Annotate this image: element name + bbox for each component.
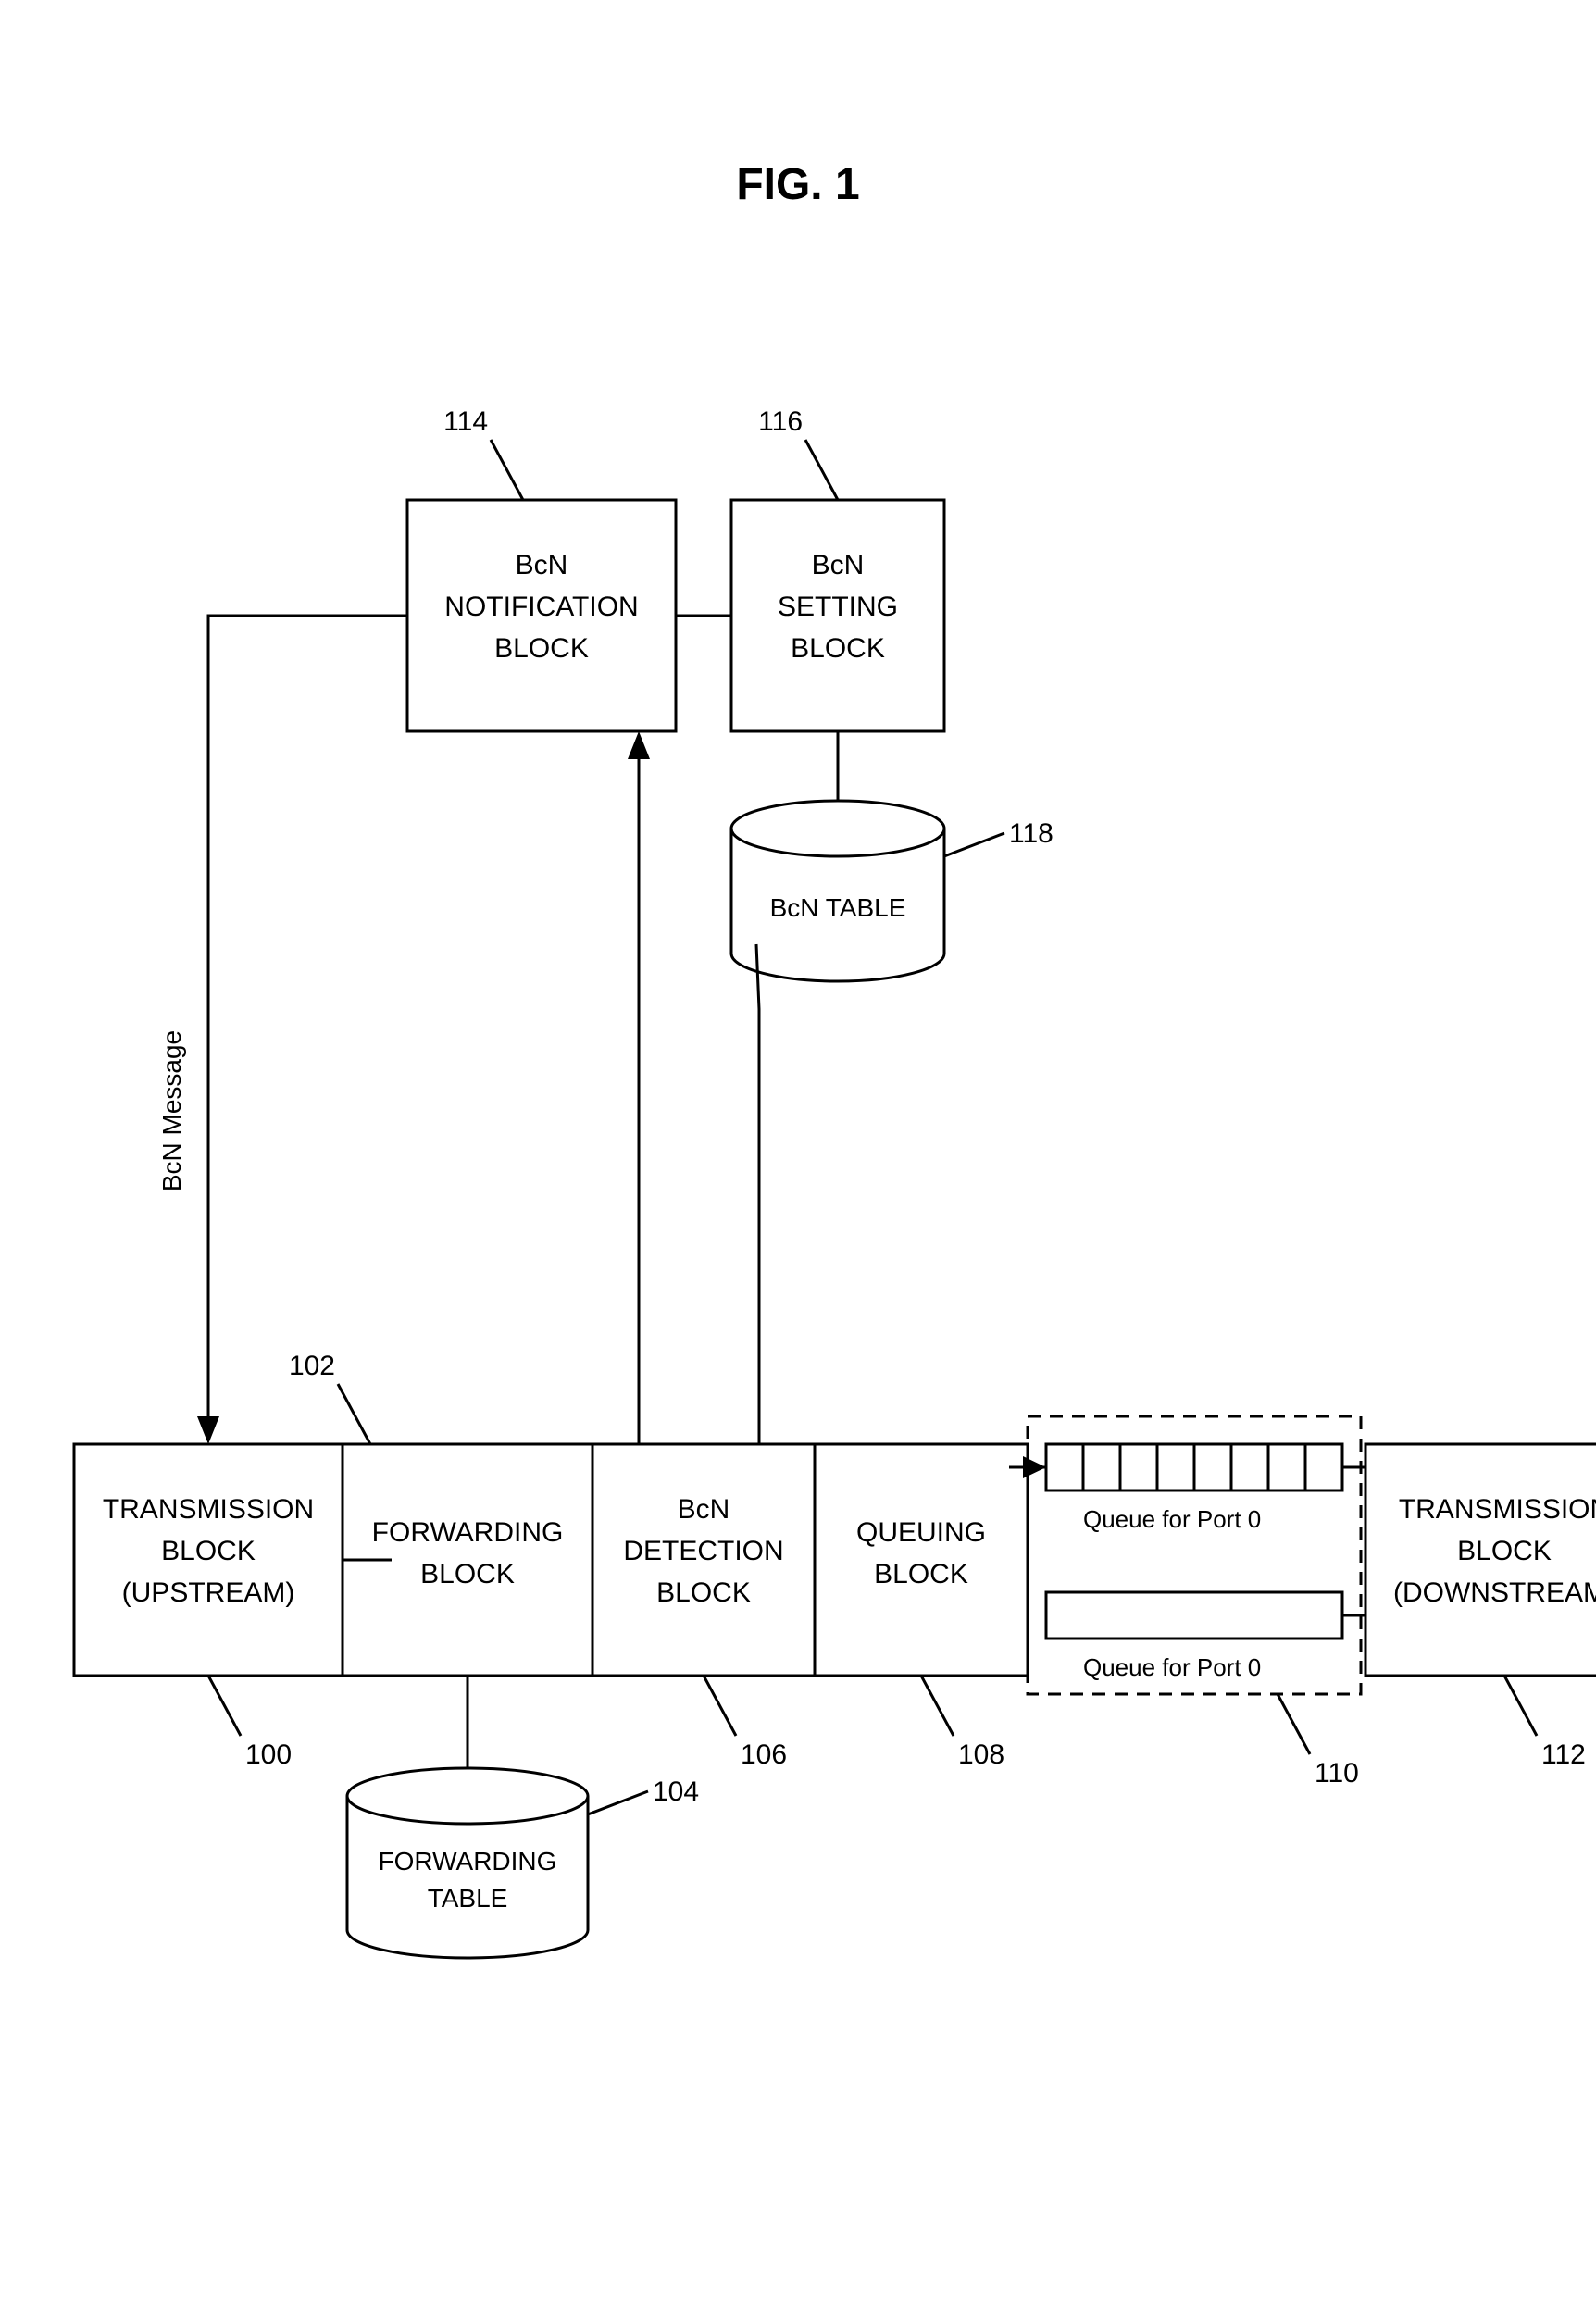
svg-text:BLOCK: BLOCK: [874, 1559, 968, 1589]
svg-text:(DOWNSTREAM): (DOWNSTREAM): [1393, 1577, 1596, 1608]
ref-102: 102: [289, 1351, 335, 1381]
svg-text:BcN: BcN: [812, 550, 865, 580]
bcn-detection-block: BcN DETECTION BLOCK: [592, 1444, 815, 1676]
svg-text:TRANSMISSION: TRANSMISSION: [1399, 1494, 1596, 1525]
svg-text:BLOCK: BLOCK: [420, 1559, 515, 1589]
svg-text:FORWARDING: FORWARDING: [379, 1847, 557, 1876]
svg-text:FORWARDING: FORWARDING: [372, 1517, 564, 1548]
forwarding-table-cylinder: FORWARDING TABLE: [347, 1768, 588, 1958]
svg-text:Queue for Port 0: Queue for Port 0: [1083, 1505, 1261, 1533]
bcn-table-cylinder: BcN TABLE: [731, 801, 944, 981]
ref-118: 118: [1009, 818, 1054, 849]
svg-text:Queue for Port 0: Queue for Port 0: [1083, 1653, 1261, 1681]
svg-text:BLOCK: BLOCK: [656, 1577, 751, 1608]
transmission-downstream-block: TRANSMISSION BLOCK (DOWNSTREAM): [1365, 1444, 1596, 1676]
ref-114: 114: [443, 406, 488, 437]
svg-text:BLOCK: BLOCK: [1457, 1536, 1552, 1566]
svg-text:TRANSMISSION: TRANSMISSION: [103, 1494, 314, 1525]
svg-text:BLOCK: BLOCK: [161, 1536, 256, 1566]
svg-text:TABLE: TABLE: [428, 1884, 508, 1913]
figure-title: FIG. 1: [736, 160, 859, 209]
ref-116: 116: [758, 406, 803, 437]
bcn-setting-block: BcN SETTING BLOCK: [731, 500, 944, 731]
svg-text:BLOCK: BLOCK: [494, 633, 589, 664]
svg-text:QUEUING: QUEUING: [856, 1517, 986, 1548]
queue-group: Queue for Port 0 Queue for Port 0: [1028, 1416, 1361, 1694]
queue-port0-bottom: Queue for Port 0: [1046, 1592, 1342, 1681]
bcn-notification-block: BcN NOTIFICATION BLOCK: [407, 500, 676, 731]
ref-104: 104: [653, 1776, 699, 1807]
svg-text:(UPSTREAM): (UPSTREAM): [122, 1577, 295, 1608]
queuing-block: QUEUING BLOCK: [815, 1444, 1028, 1676]
svg-text:BLOCK: BLOCK: [791, 633, 885, 664]
ref-108: 108: [958, 1739, 1004, 1770]
ref-112: 112: [1541, 1739, 1586, 1770]
svg-text:BcN TABLE: BcN TABLE: [770, 893, 906, 922]
svg-text:NOTIFICATION: NOTIFICATION: [444, 592, 638, 622]
svg-text:BcN: BcN: [516, 550, 568, 580]
ref-110: 110: [1315, 1758, 1359, 1789]
queue-port0-top: Queue for Port 0: [1046, 1444, 1342, 1533]
svg-text:BcN: BcN: [678, 1494, 730, 1525]
svg-text:DETECTION: DETECTION: [623, 1536, 783, 1566]
ref-100: 100: [245, 1739, 292, 1770]
ref-106: 106: [741, 1739, 787, 1770]
transmission-upstream-block: TRANSMISSION BLOCK (UPSTREAM): [74, 1444, 343, 1676]
bcn-message-label: BcN Message: [157, 1030, 186, 1191]
svg-text:SETTING: SETTING: [778, 592, 898, 622]
